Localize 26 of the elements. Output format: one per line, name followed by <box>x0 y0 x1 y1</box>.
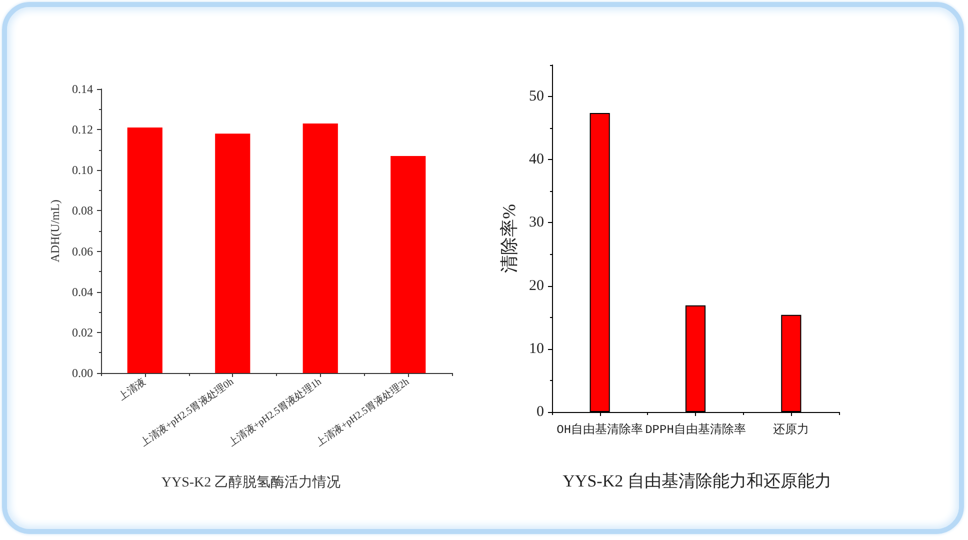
y-tick-label: 30 <box>529 214 544 231</box>
x-tick-label: 还原力 <box>773 423 810 437</box>
y-tick-label: 0.08 <box>72 204 93 218</box>
y-tick-label: 40 <box>529 152 544 168</box>
x-tick-label: DPPH自由基清除率 <box>645 422 746 437</box>
text: YYS-K2 自由基清除能力和还原能力 <box>562 472 832 490</box>
bar <box>302 123 338 373</box>
y-axis-title: ADH(U/mL) <box>48 200 62 262</box>
y-axis-title: 清除率% <box>499 204 520 273</box>
y-tick-label: 0.12 <box>72 122 93 137</box>
y-tick-label: 0.02 <box>72 325 93 340</box>
y-tick-label: 0.06 <box>72 244 93 258</box>
y-tick-label: 10 <box>529 340 544 357</box>
y-tick-label: 0.14 <box>72 82 93 96</box>
x-tick-label: 上清液 <box>116 376 148 403</box>
y-tick-label: 0.10 <box>72 163 93 178</box>
y-tick-label: 0.04 <box>72 284 93 299</box>
bar <box>390 156 426 373</box>
bar <box>127 128 162 373</box>
y-tick-label: 0.00 <box>72 366 93 380</box>
y-tick-label: 50 <box>529 88 544 105</box>
y-tick-label: 20 <box>529 278 544 294</box>
x-tick-label: OH自由基清除率 <box>556 422 644 437</box>
bar <box>215 134 250 373</box>
text: YYS-K2 乙醇脱氢酶活力情况 <box>161 474 341 490</box>
y-tick-label: 0 <box>536 404 544 420</box>
